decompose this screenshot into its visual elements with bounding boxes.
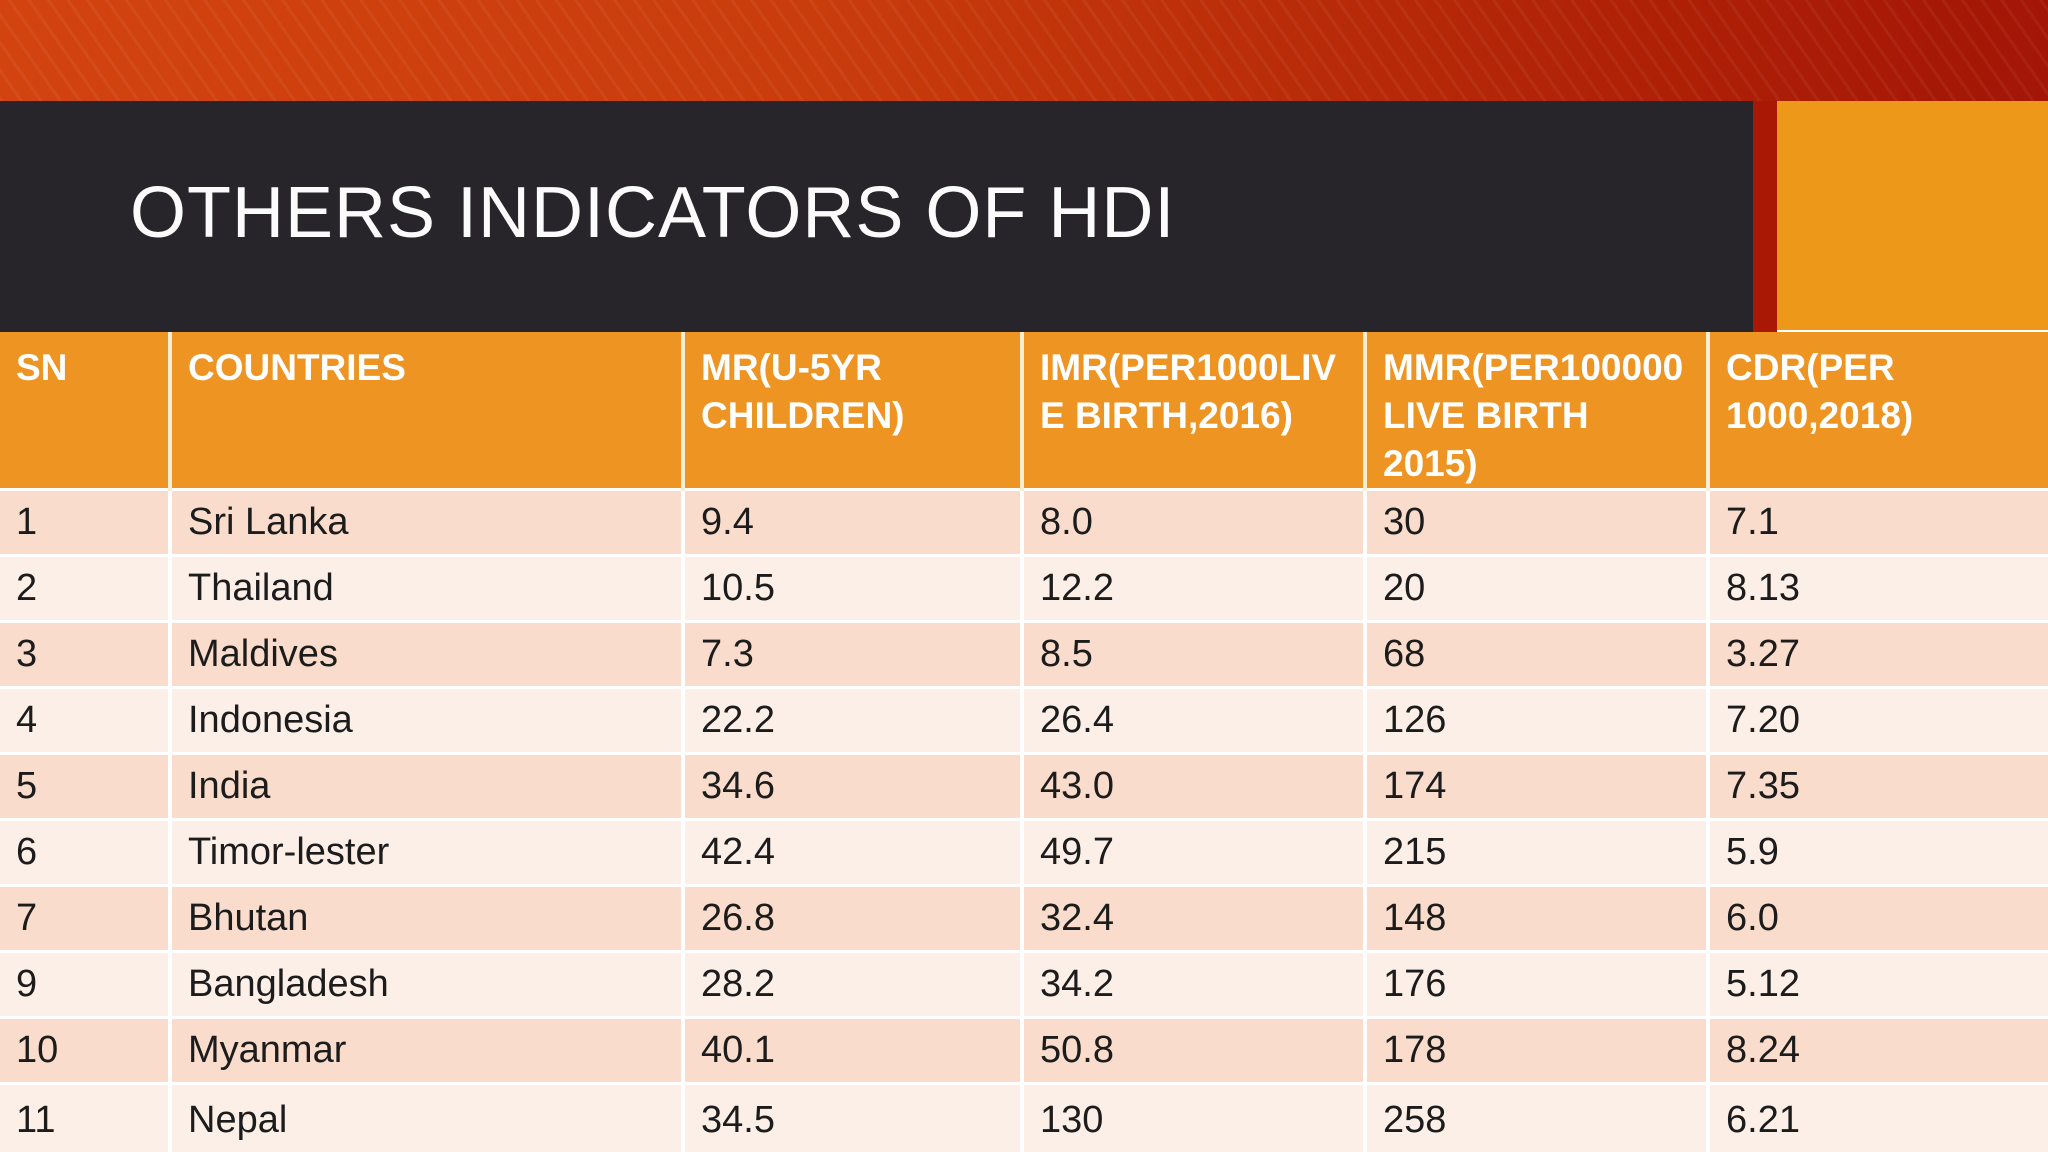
column-header-sn: SN bbox=[0, 332, 172, 492]
column-header-cdr: CDR(PER 1000,2018) bbox=[1708, 332, 2048, 492]
table-cell-cdr: 7.1 bbox=[1708, 489, 2048, 558]
table-cell-mmr: 68 bbox=[1365, 621, 1710, 690]
table-row: 3 Maldives 7.3 8.5 68 3.27 bbox=[0, 621, 2048, 690]
table-cell-cdr: 7.20 bbox=[1708, 687, 2048, 756]
table-row: 7 Bhutan 26.8 32.4 148 6.0 bbox=[0, 885, 2048, 954]
table-cell-country: Bhutan bbox=[170, 885, 685, 954]
table-cell-sn: 11 bbox=[0, 1083, 172, 1152]
table-cell-imr: 8.0 bbox=[1022, 489, 1367, 558]
table-cell-cdr: 7.35 bbox=[1708, 753, 2048, 822]
table-cell-sn: 5 bbox=[0, 753, 172, 822]
table-cell-cdr: 8.13 bbox=[1708, 555, 2048, 624]
table-cell-sn: 6 bbox=[0, 819, 172, 888]
table-cell-cdr: 3.27 bbox=[1708, 621, 2048, 690]
table-cell-mmr: 126 bbox=[1365, 687, 1710, 756]
table-cell-cdr: 8.24 bbox=[1708, 1017, 2048, 1086]
table-cell-imr: 8.5 bbox=[1022, 621, 1367, 690]
table-header-row: SN COUNTRIES MR(U-5YR CHILDREN) IMR(PER1000… bbox=[0, 332, 2048, 492]
table-cell-mr: 7.3 bbox=[683, 621, 1024, 690]
table-cell-mr: 40.1 bbox=[683, 1017, 1024, 1086]
table-cell-sn: 2 bbox=[0, 555, 172, 624]
table-cell-sn: 4 bbox=[0, 687, 172, 756]
table-row: 4 Indonesia 22.2 26.4 126 7.20 bbox=[0, 687, 2048, 756]
table-cell-imr: 49.7 bbox=[1022, 819, 1367, 888]
table-row: 10 Myanmar 40.1 50.8 178 8.24 bbox=[0, 1017, 2048, 1086]
table-cell-imr: 130 bbox=[1022, 1083, 1367, 1152]
table-cell-imr: 12.2 bbox=[1022, 555, 1367, 624]
table-row: 9 Bangladesh 28.2 34.2 176 5.12 bbox=[0, 951, 2048, 1020]
table-cell-sn: 3 bbox=[0, 621, 172, 690]
title-bar: OTHERS INDICATORS OF HDI bbox=[0, 101, 1753, 332]
table-cell-mmr: 176 bbox=[1365, 951, 1710, 1020]
table-cell-mmr: 258 bbox=[1365, 1083, 1710, 1152]
table-cell-mmr: 30 bbox=[1365, 489, 1710, 558]
table-row: 1 Sri Lanka 9.4 8.0 30 7.1 bbox=[0, 489, 2048, 558]
table-cell-mmr: 148 bbox=[1365, 885, 1710, 954]
table-cell-imr: 50.8 bbox=[1022, 1017, 1367, 1086]
table-cell-sn: 1 bbox=[0, 489, 172, 558]
accent-orange-block bbox=[1777, 101, 2048, 330]
table-row: 5 India 34.6 43.0 174 7.35 bbox=[0, 753, 2048, 822]
table-cell-country: Sri Lanka bbox=[170, 489, 685, 558]
table-cell-mr: 9.4 bbox=[683, 489, 1024, 558]
table-cell-mmr: 178 bbox=[1365, 1017, 1710, 1086]
column-header-mmr: MMR(PER100000 LIVE BIRTH 2015) bbox=[1365, 332, 1710, 492]
table-cell-cdr: 6.0 bbox=[1708, 885, 2048, 954]
table-cell-sn: 7 bbox=[0, 885, 172, 954]
hdi-indicators-table: SN COUNTRIES MR(U-5YR CHILDREN) IMR(PER1000… bbox=[0, 332, 2048, 1152]
table-cell-mr: 22.2 bbox=[683, 687, 1024, 756]
table-cell-sn: 10 bbox=[0, 1017, 172, 1086]
accent-red-strip bbox=[1753, 101, 1777, 332]
table-cell-imr: 32.4 bbox=[1022, 885, 1367, 954]
table-row: 11 Nepal 34.5 130 258 6.21 bbox=[0, 1083, 2048, 1152]
table-cell-country: India bbox=[170, 753, 685, 822]
column-header-imr: IMR(PER1000LIV E BIRTH,2016) bbox=[1022, 332, 1367, 492]
table-cell-imr: 43.0 bbox=[1022, 753, 1367, 822]
table-cell-country: Thailand bbox=[170, 555, 685, 624]
table-cell-mr: 10.5 bbox=[683, 555, 1024, 624]
table-cell-mr: 28.2 bbox=[683, 951, 1024, 1020]
slide-title: OTHERS INDICATORS OF HDI bbox=[130, 172, 1176, 253]
table-cell-mr: 42.4 bbox=[683, 819, 1024, 888]
table-row: 2 Thailand 10.5 12.2 20 8.13 bbox=[0, 555, 2048, 624]
column-header-mr: MR(U-5YR CHILDREN) bbox=[683, 332, 1024, 492]
table-cell-imr: 34.2 bbox=[1022, 951, 1367, 1020]
table-cell-imr: 26.4 bbox=[1022, 687, 1367, 756]
table-cell-country: Maldives bbox=[170, 621, 685, 690]
top-gradient-band bbox=[0, 0, 2048, 101]
table-cell-mmr: 215 bbox=[1365, 819, 1710, 888]
table-cell-mmr: 174 bbox=[1365, 753, 1710, 822]
table-cell-country: Nepal bbox=[170, 1083, 685, 1152]
table-cell-country: Myanmar bbox=[170, 1017, 685, 1086]
hdi-table-container: SN COUNTRIES MR(U-5YR CHILDREN) IMR(PER1000… bbox=[0, 332, 2048, 1152]
table-cell-mr: 34.6 bbox=[683, 753, 1024, 822]
table-cell-mmr: 20 bbox=[1365, 555, 1710, 624]
table-cell-country: Bangladesh bbox=[170, 951, 685, 1020]
table-row: 6 Timor-lester 42.4 49.7 215 5.9 bbox=[0, 819, 2048, 888]
table-cell-country: Indonesia bbox=[170, 687, 685, 756]
table-cell-cdr: 6.21 bbox=[1708, 1083, 2048, 1152]
table-cell-cdr: 5.9 bbox=[1708, 819, 2048, 888]
column-header-country: COUNTRIES bbox=[170, 332, 685, 492]
table-cell-country: Timor-lester bbox=[170, 819, 685, 888]
table-cell-cdr: 5.12 bbox=[1708, 951, 2048, 1020]
table-cell-mr: 34.5 bbox=[683, 1083, 1024, 1152]
table-cell-sn: 9 bbox=[0, 951, 172, 1020]
table-cell-mr: 26.8 bbox=[683, 885, 1024, 954]
